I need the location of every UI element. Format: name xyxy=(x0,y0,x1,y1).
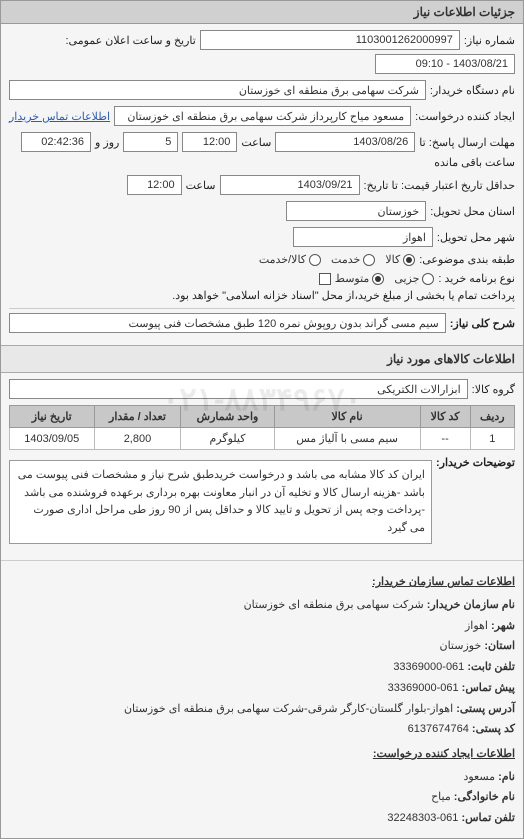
org-name-label: نام دستگاه خریدار: xyxy=(430,84,515,97)
panel-body: شماره نیاز: 1103001262000997 تاریخ و ساع… xyxy=(1,24,523,345)
phone-k: تلفن ثابت: xyxy=(467,661,515,673)
radio-dot-icon xyxy=(422,273,434,285)
fname-k: نام: xyxy=(498,771,515,783)
contact-link[interactable]: اطلاعات تماس خریدار xyxy=(9,110,110,123)
purchase-type-group: جزیی متوسط xyxy=(335,272,435,285)
cell-date: 1403/09/05 xyxy=(10,428,95,450)
public-date-field: 1403/08/21 - 09:10 xyxy=(375,54,515,74)
items-table: ردیف کد کالا نام کالا واحد شمارش تعداد /… xyxy=(9,405,515,450)
remain-time: 02:42:36 xyxy=(21,132,91,152)
org-name-k: نام سازمان خریدار: xyxy=(427,599,515,611)
lname-v: میاح xyxy=(431,791,451,803)
cell-unit: کیلوگرم xyxy=(181,428,274,450)
items-section-title: اطلاعات کالاهای مورد نیاز xyxy=(1,345,523,373)
request-number-field: 1103001262000997 xyxy=(200,30,460,50)
deadline-send-time-label: ساعت xyxy=(241,136,271,149)
radio-dot-icon xyxy=(403,254,415,266)
cell-name: سیم مسی با آلیاژ مس xyxy=(274,428,420,450)
province-k: استان: xyxy=(484,640,515,652)
deadline-send-date: 1403/08/26 xyxy=(275,132,415,152)
public-date-label: تاریخ و ساعت اعلان عمومی: xyxy=(65,34,195,47)
radio-service[interactable]: خدمت xyxy=(331,253,375,266)
postal-v: 6137674764 xyxy=(408,723,469,735)
subject-type-label: طبقه بندی موضوعی: xyxy=(419,253,515,266)
divider xyxy=(9,308,515,309)
org-contact-heading: اطلاعات تماس سازمان خریدار: xyxy=(9,573,515,592)
request-number-label: شماره نیاز: xyxy=(464,34,515,47)
col-name: نام کالا xyxy=(274,406,420,428)
treasury-checkbox[interactable] xyxy=(319,273,331,285)
cell-code: -- xyxy=(420,428,470,450)
group-label: گروه کالا: xyxy=(472,383,515,396)
radio-medium[interactable]: متوسط xyxy=(335,272,385,285)
radio-service-label: خدمت xyxy=(331,253,360,266)
col-qty: تعداد / مقدار xyxy=(94,406,181,428)
requester-label: ایجاد کننده درخواست: xyxy=(415,110,515,123)
payment-note: پرداخت تمام یا بخشی از مبلغ خرید،از محل … xyxy=(172,289,515,302)
validity-time: 12:00 xyxy=(127,175,182,195)
city-k: شهر: xyxy=(491,620,515,632)
radio-goods[interactable]: کالا xyxy=(385,253,415,266)
radio-partial-label: جزیی xyxy=(394,272,419,285)
province-v: خوزستان xyxy=(439,640,481,652)
deadline-send-time: 12:00 xyxy=(182,132,237,152)
group-field: ابزارالات الکتریکی xyxy=(9,379,468,399)
main-desc-field: سیم مسی گراند بدون روپوش نمره 120 طبق مش… xyxy=(9,313,446,333)
address-v: اهواز-بلوار گلستان-کارگر شرقی-شرکت سهامی… xyxy=(124,703,453,715)
remain-days: 5 xyxy=(123,132,178,152)
details-panel: جزئیات اطلاعات نیاز شماره نیاز: 11030012… xyxy=(0,0,524,839)
deadline-send-label: مهلت ارسال پاسخ: تا xyxy=(419,136,515,149)
city-field: اهواز xyxy=(293,227,433,247)
validity-label: حداقل تاریخ اعتبار قیمت: تا تاریخ: xyxy=(364,179,515,192)
city-v: اهواز xyxy=(465,620,488,632)
address-k: آدرس پستی: xyxy=(456,703,515,715)
cell-idx: 1 xyxy=(470,428,514,450)
cphone-k: تلفن تماس: xyxy=(461,812,515,824)
postal-k: کد پستی: xyxy=(472,723,515,735)
divider xyxy=(1,560,523,561)
cell-qty: 2,800 xyxy=(94,428,181,450)
fax-k: پیش تماس: xyxy=(462,682,515,694)
lname-k: نام خانوادگی: xyxy=(454,791,515,803)
requester-field: مسعود میاح کارپرداز شرکت سهامی برق منطقه… xyxy=(114,106,411,126)
radio-goods-label: کالا xyxy=(385,253,400,266)
cphone-v: 061-32248303 xyxy=(387,812,458,824)
fname-v: مسعود xyxy=(463,771,495,783)
buyer-desc-label: توضیحات خریدار: xyxy=(436,456,515,469)
col-row: ردیف xyxy=(470,406,514,428)
main-desc-label: شرح کلی نیاز: xyxy=(450,317,515,330)
creator-contact-heading: اطلاعات ایجاد کننده درخواست: xyxy=(9,745,515,764)
remain-days-label: روز و xyxy=(95,136,119,149)
radio-dot-icon xyxy=(372,273,384,285)
radio-dot-icon xyxy=(309,254,321,266)
table-header-row: ردیف کد کالا نام کالا واحد شمارش تعداد /… xyxy=(10,406,515,428)
org-name-v: شرکت سهامی برق منطقه ای خوزستان xyxy=(244,599,424,611)
purchase-type-label: نوع برنامه خرید : xyxy=(438,272,515,285)
contact-section: اطلاعات تماس سازمان خریدار: نام سازمان خ… xyxy=(1,565,523,837)
radio-goods-service[interactable]: کالا/خدمت xyxy=(259,253,321,266)
radio-medium-label: متوسط xyxy=(335,272,370,285)
province-label: استان محل تحویل: xyxy=(430,205,515,218)
fax-v: 061-33369000 xyxy=(388,682,459,694)
remain-time-label: ساعت باقی مانده xyxy=(434,156,515,169)
phone-v: 061-33369000 xyxy=(393,661,464,673)
radio-dot-icon xyxy=(363,254,375,266)
province-field: خوزستان xyxy=(286,201,426,221)
validity-time-label: ساعت xyxy=(186,179,216,192)
buyer-desc-box: ایران کد کالا مشابه می باشد و درخواست خر… xyxy=(9,460,432,544)
validity-date: 1403/09/21 xyxy=(220,175,360,195)
panel-title: جزئیات اطلاعات نیاز xyxy=(1,1,523,24)
radio-goods-service-label: کالا/خدمت xyxy=(259,253,306,266)
col-date: تاریخ نیاز xyxy=(10,406,95,428)
city-label: شهر محل تحویل: xyxy=(437,231,515,244)
radio-partial[interactable]: جزیی xyxy=(394,272,434,285)
col-code: کد کالا xyxy=(420,406,470,428)
table-row: 1 -- سیم مسی با آلیاژ مس کیلوگرم 2,800 1… xyxy=(10,428,515,450)
col-unit: واحد شمارش xyxy=(181,406,274,428)
org-name-field: شرکت سهامی برق منطقه ای خوزستان xyxy=(9,80,426,100)
subject-type-group: کالا خدمت کالا/خدمت xyxy=(259,253,415,266)
